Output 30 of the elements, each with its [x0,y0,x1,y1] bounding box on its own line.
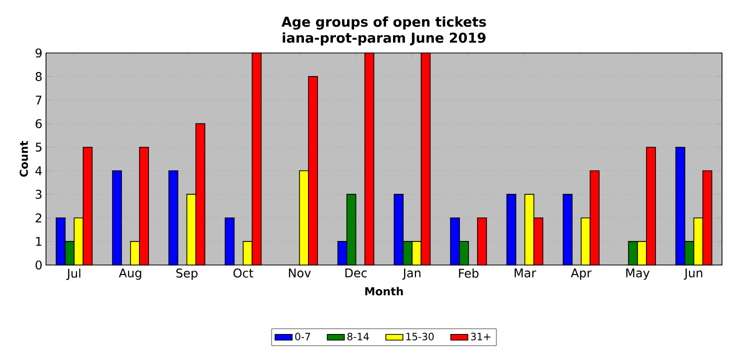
x-tick-label: Apr [570,268,592,280]
x-tick-label: Mar [514,268,536,278]
legend-label: 31+ [471,332,490,340]
legend-label: 8-14 [347,332,369,340]
x-tick-label: May [626,268,650,280]
chart-title: Age groups of open tickets [281,16,486,30]
y-tick-label: 5 [36,142,42,152]
x-tick-label: Oct [233,268,254,278]
y-tick-label: 1 [36,237,42,246]
y-tick-label: 0 [36,260,42,270]
legend-label: 15-30 [406,332,434,340]
y-tick-label: 9 [36,48,42,58]
y-tick-label: 7 [36,96,42,104]
chart-subtitle: iana-prot-param June 2019 [282,32,486,46]
x-axis-title: Month [365,286,403,296]
y-tick-label: 2 [36,213,42,222]
x-tick-label: Feb [459,268,478,278]
x-tick-label: Nov [288,268,311,278]
y-axis-title: Count [20,140,28,177]
x-tick-label: Aug [118,268,142,280]
x-tick-label: Dec [345,268,367,278]
x-tick-label: Jan [402,268,420,280]
y-tick-label: 8 [36,72,42,82]
y-tick-label: 4 [35,166,42,176]
legend-label: 0-7 [295,332,310,340]
x-tick-label: Jun [684,268,702,280]
x-tick-label: Sep [176,268,198,280]
y-tick-label: 3 [36,190,42,199]
x-tick-label: Jul [66,268,80,280]
y-tick-label: 6 [36,119,42,128]
